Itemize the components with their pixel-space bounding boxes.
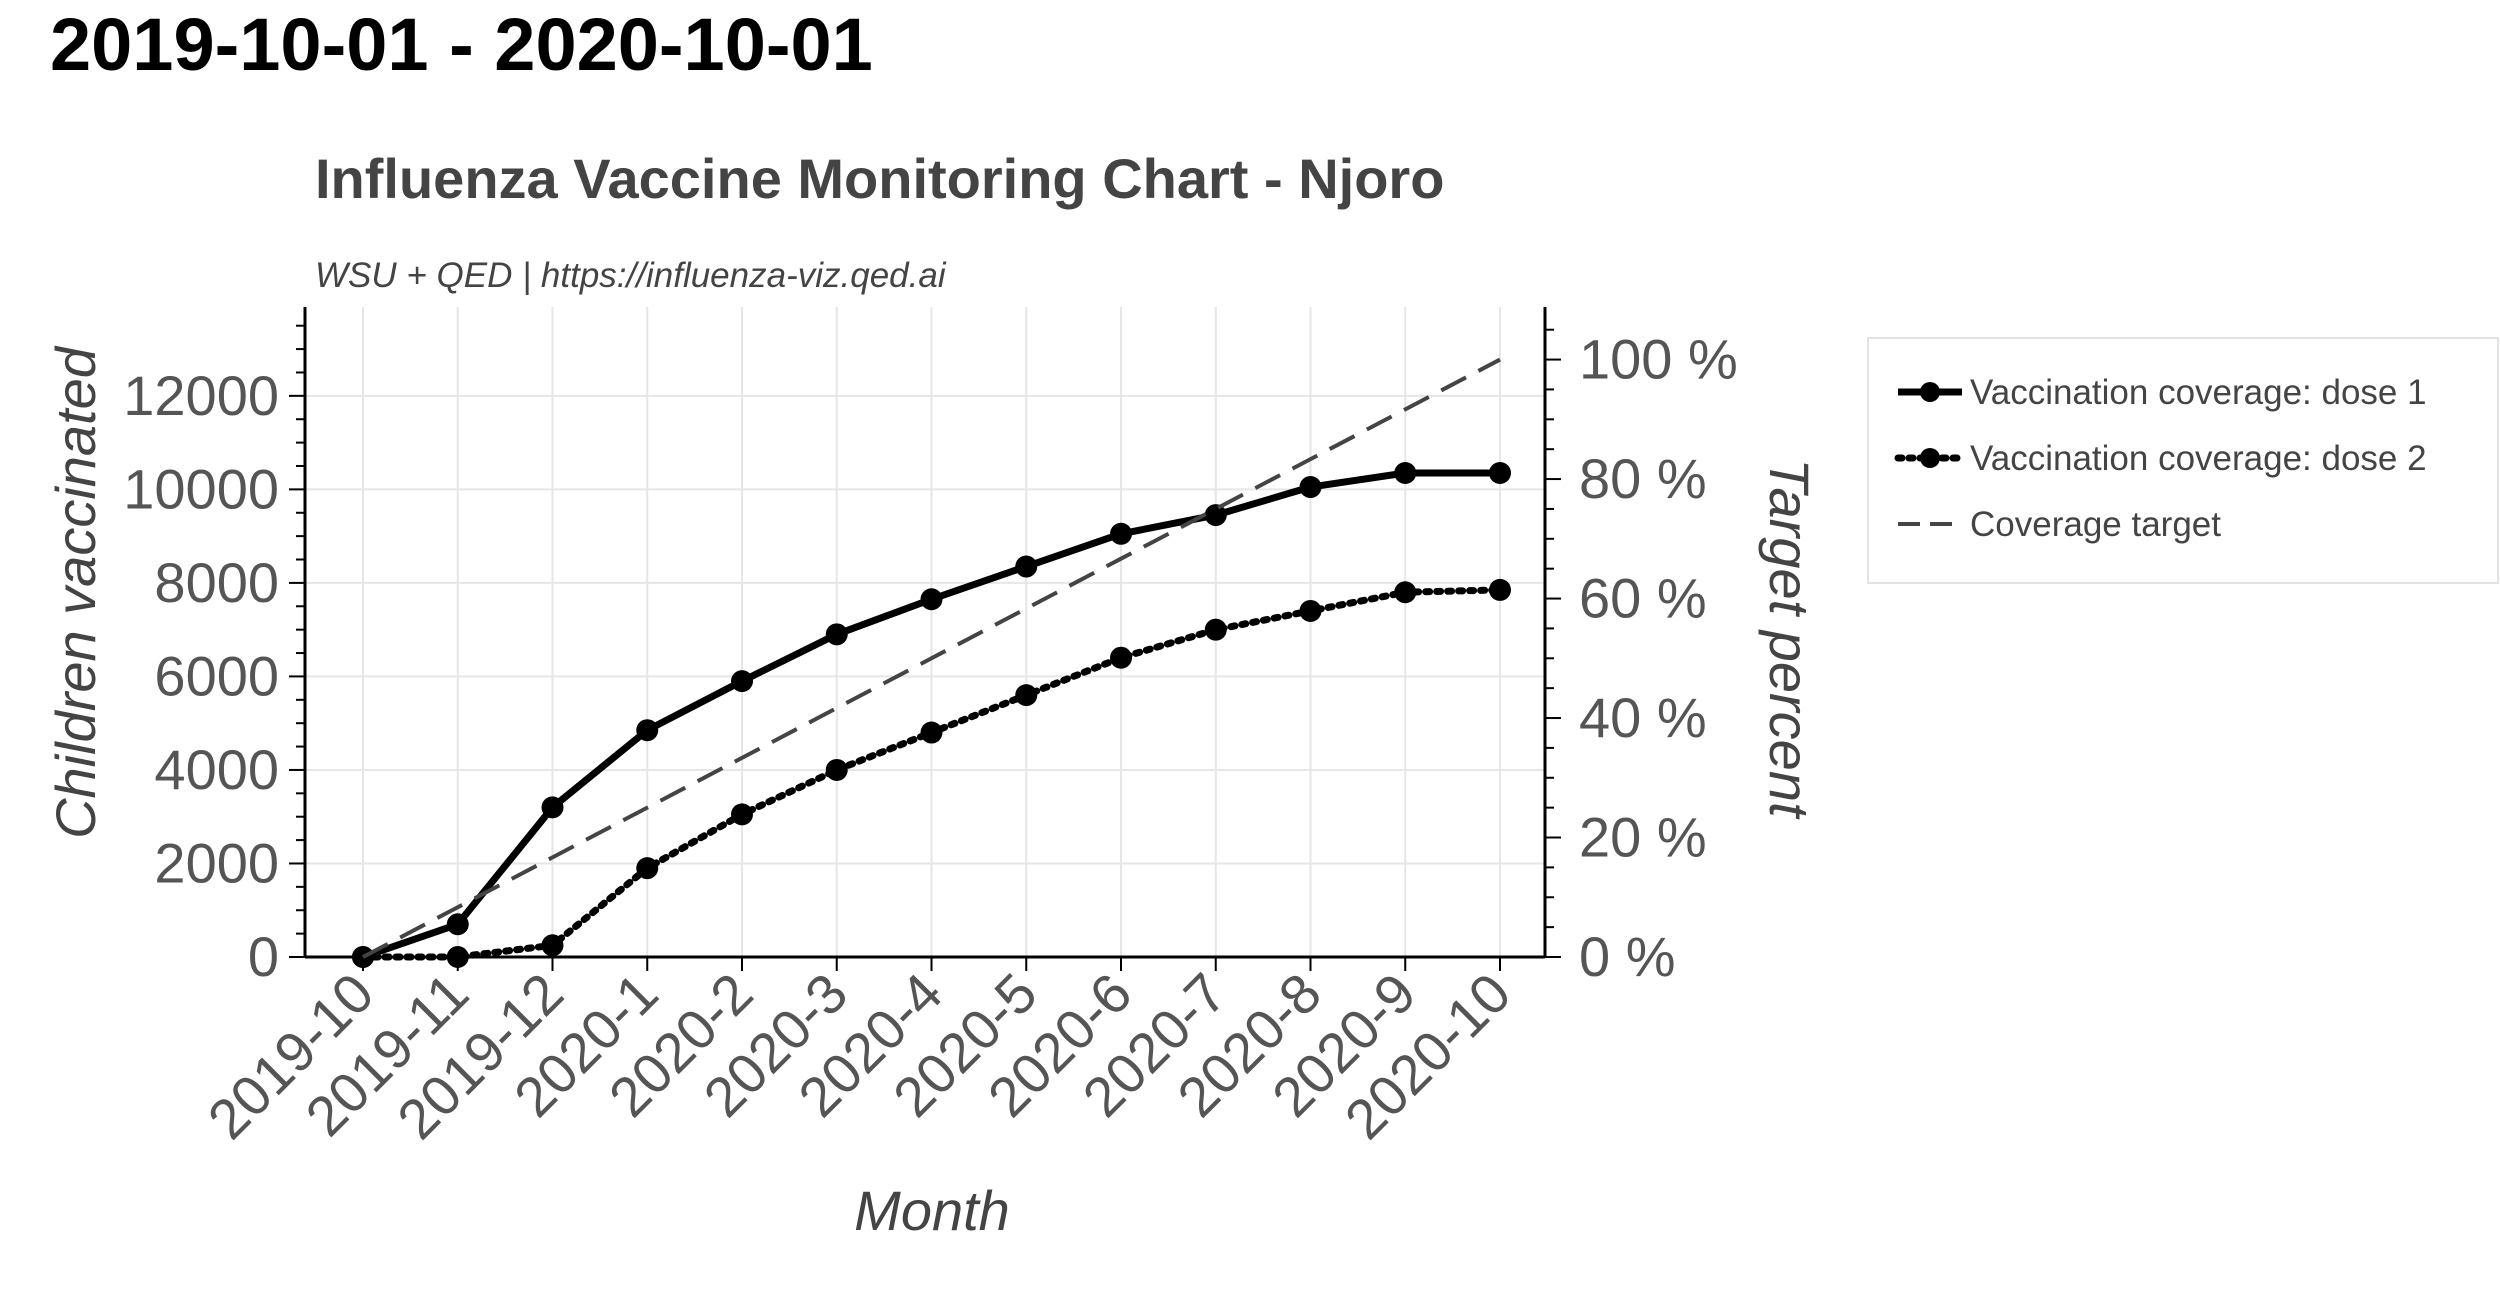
y2-tick-label: 100 %: [1579, 328, 1738, 391]
left-y-axis: 0 2000 4000 6000 8000 10000 12000: [123, 324, 305, 988]
data-point: [825, 758, 848, 781]
legend-item-label: Vaccination coverage: dose 1: [1970, 373, 2427, 412]
series-layer: [352, 357, 1511, 968]
data-point: [1015, 684, 1038, 707]
data-point: [731, 670, 753, 693]
y2-axis-label: Target percent: [1758, 458, 1821, 819]
data-point: [636, 719, 659, 742]
y-tick-label: 8000: [154, 551, 279, 614]
data-point: [1299, 599, 1322, 622]
y2-tick-label: 60 %: [1579, 567, 1707, 630]
y-tick-label: 6000: [154, 644, 279, 707]
data-point: [825, 623, 848, 646]
data-point: [1110, 522, 1132, 545]
legend-swatch-marker: [1920, 382, 1940, 402]
data-point: [446, 913, 469, 936]
data-point: [920, 721, 943, 744]
series-3: [362, 357, 1501, 959]
data-point: [1394, 462, 1417, 485]
y-tick-label: 10000: [123, 457, 279, 520]
page-heading: 2019-10-01 - 2020-10-01: [50, 3, 873, 86]
data-point: [1204, 504, 1227, 527]
y2-tick-label: 80 %: [1579, 447, 1707, 510]
data-point: [446, 946, 469, 968]
y2-tick-label: 0 %: [1579, 925, 1676, 988]
data-point: [541, 796, 564, 819]
plot-frame: [303, 307, 1547, 959]
y-tick-label: 2000: [154, 831, 279, 894]
legend-item-label: Coverage target: [1970, 505, 2221, 544]
data-point: [636, 857, 659, 880]
right-y-axis: 0 % 20 % 40 % 60 % 80 % 100 %: [1545, 328, 1738, 988]
x-axis-label: Month: [854, 1179, 1010, 1242]
y-axis-label: Children vaccinated: [44, 345, 107, 839]
data-point: [731, 803, 753, 826]
chart-title: Influenza Vaccine Monitoring Chart - Njo…: [315, 147, 1444, 210]
data-point: [1489, 578, 1511, 601]
chart-grid: [305, 307, 1545, 958]
legend-item-label: Vaccination coverage: dose 2: [1970, 439, 2427, 478]
data-point: [541, 934, 564, 957]
chart-subtitle: WSU + QED | https://influenza-viz.qed.ai: [315, 256, 947, 295]
data-point: [1110, 646, 1132, 669]
y-tick-label: 4000: [154, 738, 279, 801]
chart-legend: Vaccination coverage: dose 1 Vaccination …: [1867, 337, 2499, 584]
y2-tick-label: 20 %: [1579, 806, 1707, 869]
data-point: [1299, 476, 1322, 499]
y-tick-label: 0: [248, 925, 279, 988]
legend-box: [1867, 337, 2499, 584]
data-point: [1015, 555, 1038, 578]
data-point: [1204, 618, 1227, 641]
data-point: [1394, 581, 1417, 604]
y2-tick-label: 40 %: [1579, 686, 1707, 749]
y-tick-label: 12000: [123, 364, 279, 427]
series-1: [352, 462, 1511, 968]
data-point: [1489, 462, 1511, 485]
series-2: [352, 578, 1511, 968]
x-axis: 2019-102019-112019-122020-12020-22020-32…: [196, 957, 1522, 1151]
series-line: [362, 357, 1501, 959]
data-point: [920, 588, 943, 611]
legend-swatch-marker: [1920, 448, 1940, 468]
